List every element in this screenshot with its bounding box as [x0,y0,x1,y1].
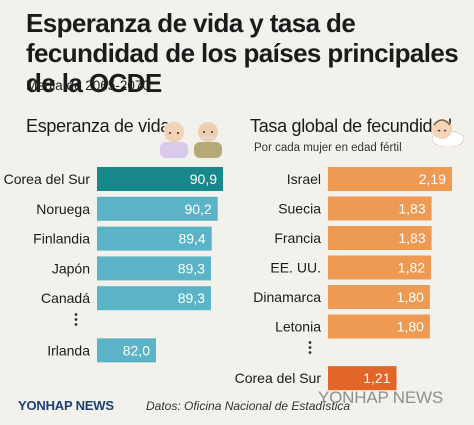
right-bar-4 [328,285,430,309]
left-bar-1 [97,196,218,221]
right-bar-2 [328,226,432,250]
left-value-label-2: 89,4 [178,231,205,247]
page-title: Esperanza de vida y tasa de fecundidad d… [26,8,459,98]
left-ellipsis-dot-2 [74,323,78,326]
right-category-label-6: Corea del Sur [235,370,322,386]
right-category-label-2: Francia [274,230,321,246]
right-panel-title: Tasa global de fecundidad [250,116,452,136]
right-value-label-4: 1,80 [397,289,424,305]
right-value-label-3: 1,82 [398,260,425,276]
left-value-label-5: 82,0 [123,342,150,358]
left-value-label-4: 89,3 [178,290,205,306]
right-bar-3 [328,255,432,280]
right-category-label-5: Letonia [275,319,321,335]
left-value-label-3: 89,3 [178,260,205,276]
right-panel-note: Por cada mujer en edad fértil [254,142,402,154]
right-category-label-0: Israel [287,171,321,187]
elderly-couple-icon [160,121,222,158]
right-value-label-6: 1,21 [363,370,390,386]
right-bar-0 [328,167,452,191]
right-value-label-2: 1,83 [398,230,425,246]
right-bar-6 [328,366,397,391]
right-bar-5 [328,314,430,339]
left-bar-4 [97,286,211,311]
right-value-label-5: 1,80 [397,319,424,335]
left-value-label-0: 90,9 [190,171,217,187]
watermark: YONHAP NEWS [318,388,444,407]
chart-subtitle: Media de 2065-2070 [26,78,150,93]
right-category-label-4: Dinamarca [253,289,321,305]
left-category-label-2: Finlandia [33,231,90,247]
left-ellipsis-dot-0 [74,313,78,316]
left-ellipsis-dot-1 [74,318,78,321]
left-category-label-5: Irlanda [47,342,90,358]
left-value-label-1: 90,2 [184,201,211,217]
left-category-label-1: Noruega [36,201,90,217]
data-source: Datos: Oficina Nacional de Estadística [146,399,351,413]
left-bar-2 [97,226,212,251]
right-value-label-1: 1,83 [398,201,425,217]
right-ellipsis-dot-1 [308,346,312,349]
right-bar-1 [328,196,432,221]
left-category-label-0: Corea del Sur [4,171,91,187]
right-category-label-1: Suecia [278,201,321,217]
right-ellipsis-dot-0 [308,341,312,344]
left-bar-5 [97,338,156,363]
left-category-label-3: Japón [52,260,90,276]
right-ellipsis-dot-2 [308,351,312,354]
left-bar-3 [97,256,211,281]
baby-icon [431,119,465,147]
left-bar-0 [97,167,223,191]
right-category-label-3: EE. UU. [270,260,321,276]
left-category-label-4: Canadá [41,290,90,306]
yonhap-logo: YONHAP NEWS [18,398,114,413]
left-panel-title: Esperanza de vida [26,116,170,136]
right-value-label-0: 2,19 [419,171,446,187]
